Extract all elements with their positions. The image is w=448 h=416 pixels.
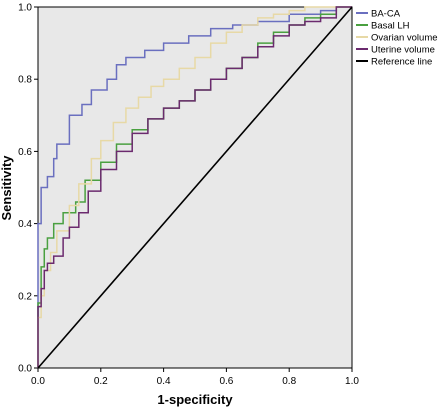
x-tick-label: 0.6 — [219, 376, 233, 387]
x-tick-label: 0.8 — [282, 376, 296, 387]
x-tick-label: 0.4 — [157, 376, 171, 387]
legend-label-ba-ca: BA-CA — [371, 9, 401, 20]
y-axis-label: Sensitivity — [0, 155, 14, 221]
series-line-reference-line — [37, 6, 353, 369]
series-lines — [37, 6, 353, 369]
axis-ticks: 0.0 0.2 0.4 0.6 0.8 1.0 0.0 0.2 0.4 0.6 0.8 1.0 — [18, 3, 359, 388]
y-tick-label: 0.0 — [18, 364, 32, 375]
x-tick-label: 1.0 — [345, 376, 359, 387]
legend-label-reference-line: Reference line — [371, 57, 432, 68]
series-line-ovarian-volume — [37, 6, 352, 368]
y-tick-label: 0.8 — [18, 75, 32, 86]
y-tick-label: 1.0 — [18, 3, 32, 14]
y-tick-label: 0.2 — [18, 291, 32, 302]
x-tick-label: 0.2 — [94, 376, 108, 387]
legend-label-ovarian-volume: Ovarian volume — [371, 33, 438, 44]
x-tick-label: 0.0 — [31, 376, 45, 387]
x-axis-label: 1-specificity — [157, 392, 233, 407]
y-tick-label: 0.4 — [18, 219, 32, 230]
y-tick-label: 0.6 — [18, 147, 32, 158]
legend-label-uterine-volume: Uterine volume — [371, 45, 435, 56]
legend-label-basal-lh: Basal LH — [371, 21, 410, 32]
series-line-uterine-volume — [37, 6, 352, 368]
